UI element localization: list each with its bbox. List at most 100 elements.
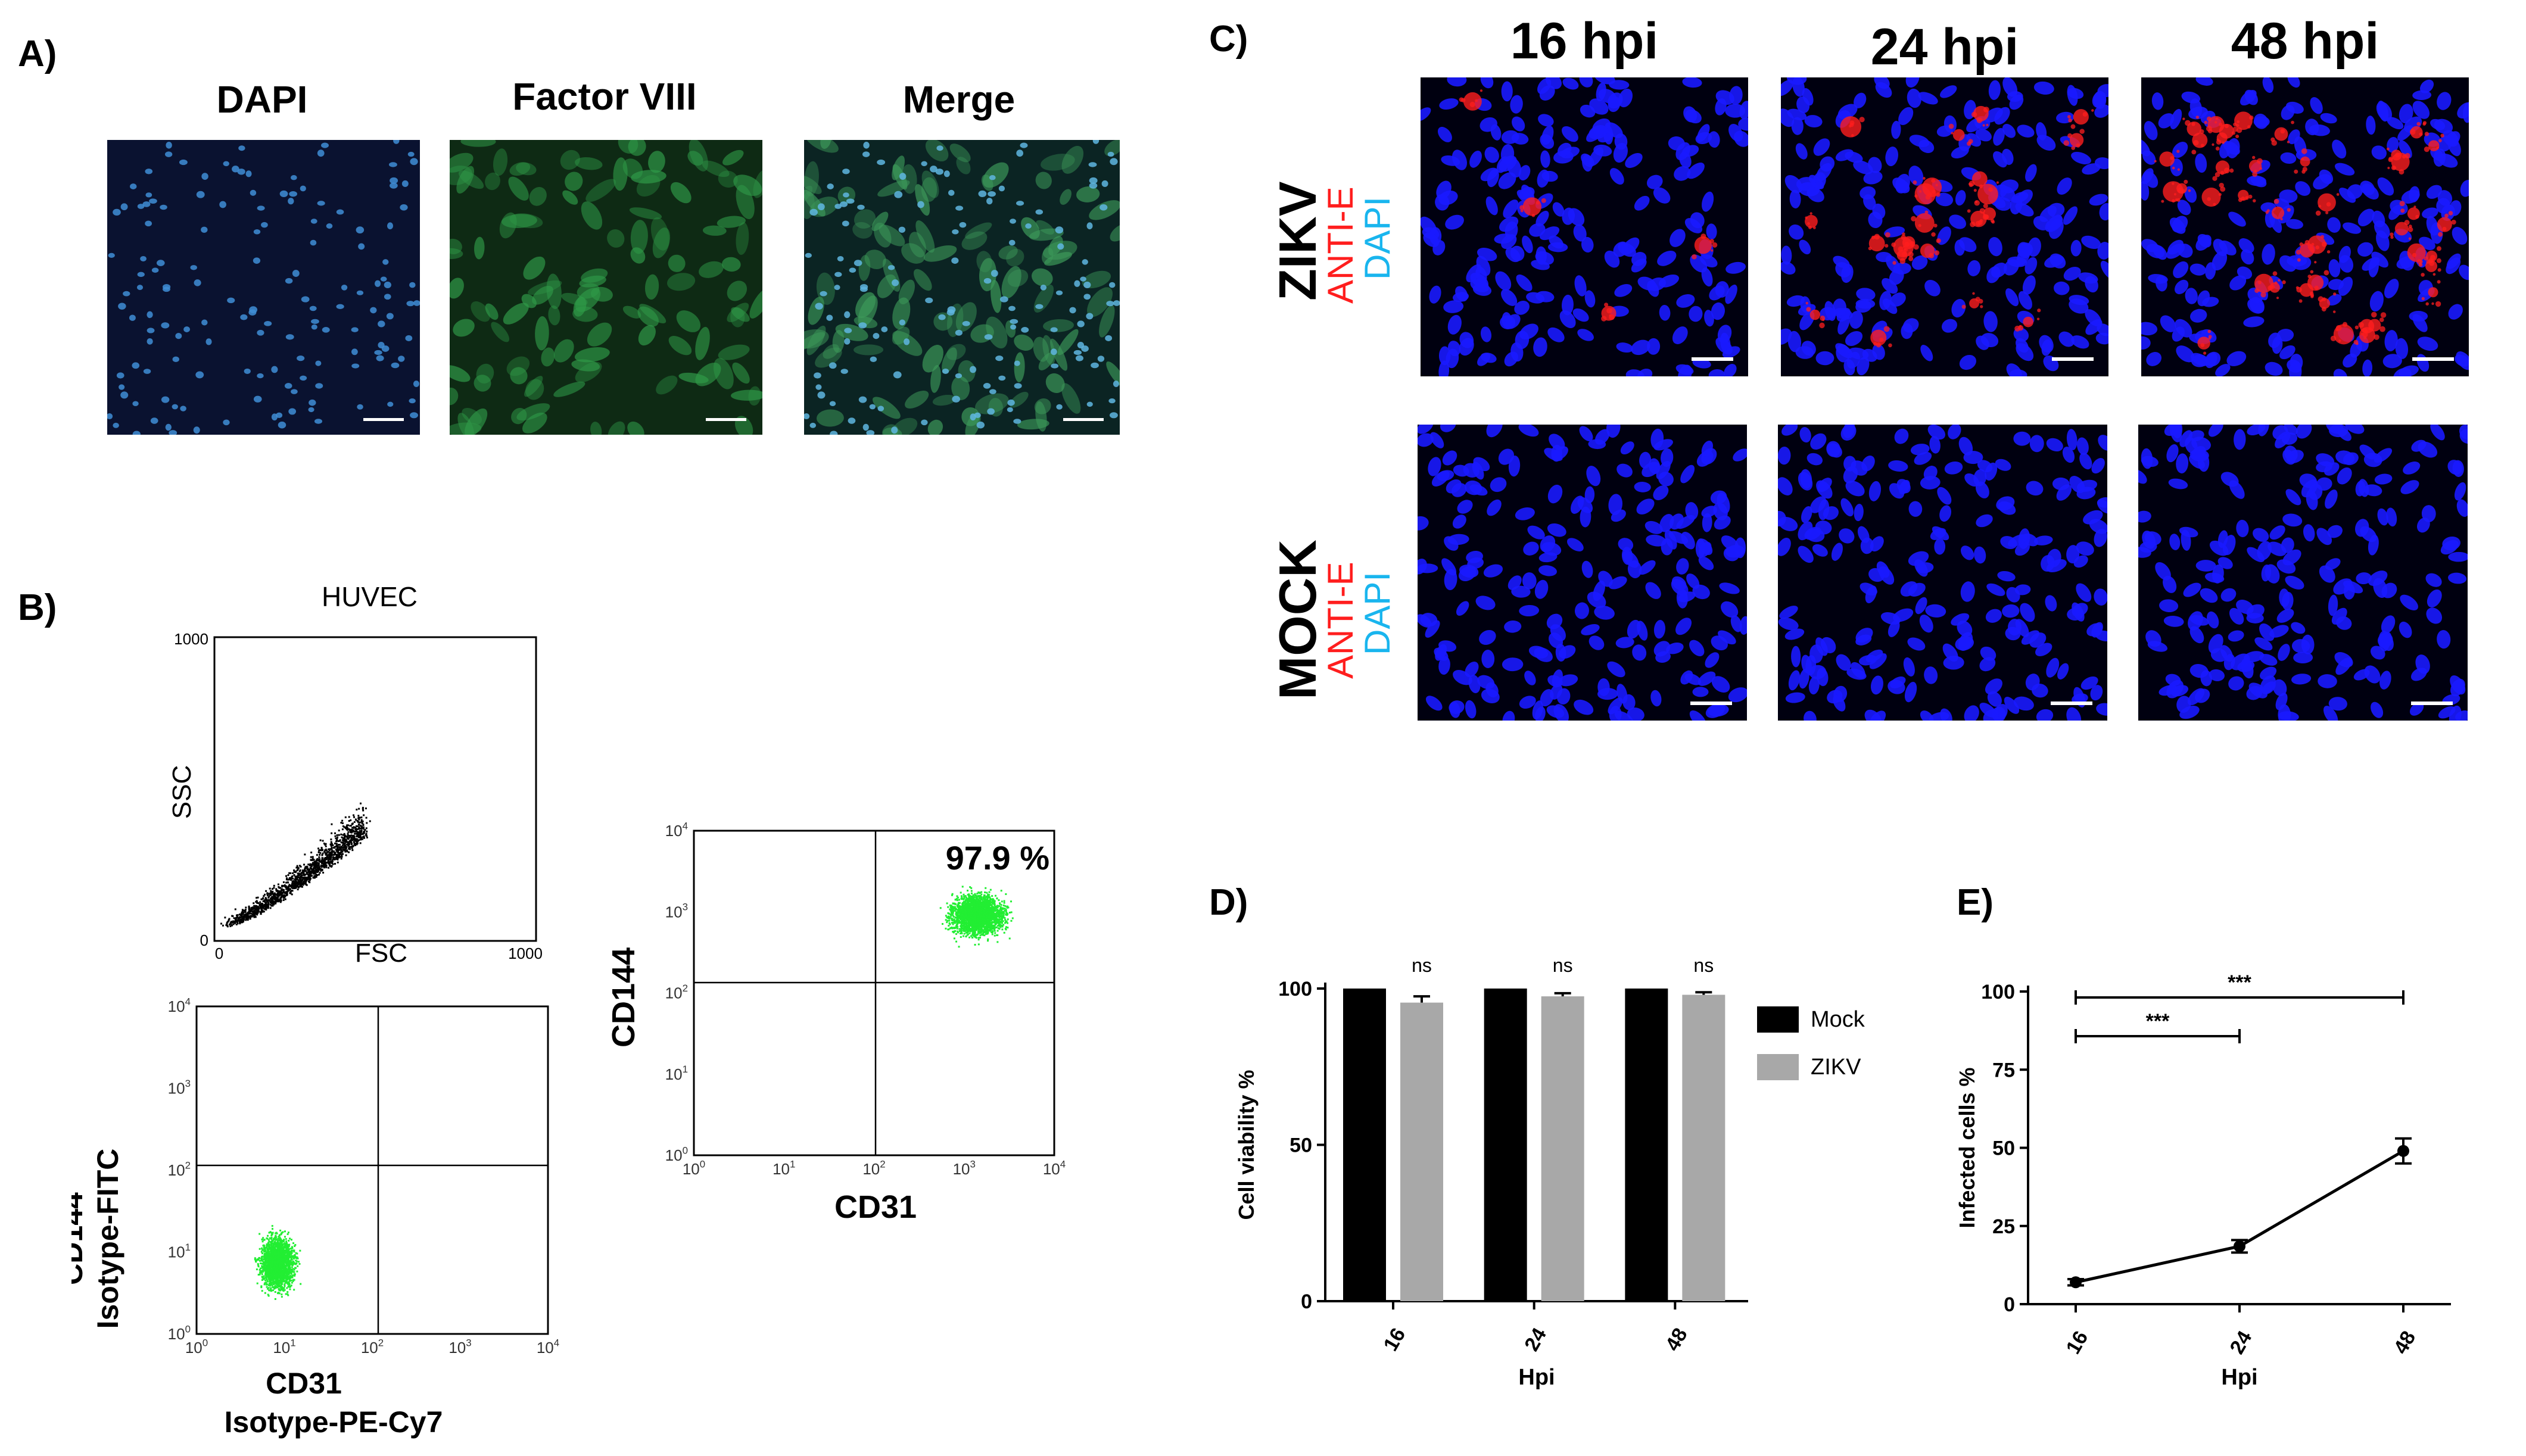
panel-label-e: E) xyxy=(1957,882,1994,923)
y-tick-label: 104 xyxy=(168,996,191,1015)
dapi-image xyxy=(107,140,420,435)
time-24-title: 24 hpi xyxy=(1870,18,2019,76)
dapi-title: DAPI xyxy=(216,78,308,121)
d-y-tick-label: 0 xyxy=(1301,1290,1312,1313)
scale-bar xyxy=(1690,702,1732,705)
d-x-axis-label: Hpi xyxy=(1518,1365,1555,1390)
factor-viii-image xyxy=(450,140,762,435)
e-y-tick-label: 0 xyxy=(2004,1293,2015,1316)
mock-16-image xyxy=(1418,425,1747,721)
mock-row-label: MOCK xyxy=(1268,540,1327,700)
x-tick-label: 101 xyxy=(273,1337,295,1357)
fsc-axis-label: FSC xyxy=(355,939,407,968)
zikv-24-image xyxy=(1781,77,2108,376)
panel-label-c: C) xyxy=(1209,18,1248,60)
double-positive-percent: 97.9 % xyxy=(946,839,1049,877)
mock-label: MOCK xyxy=(1268,540,1327,700)
y-tick-label: 101 xyxy=(168,1242,191,1261)
e-y-tick-label: 75 xyxy=(1992,1059,2015,1081)
e-data-point xyxy=(2070,1276,2082,1289)
y-tick-label: 103 xyxy=(665,902,688,921)
x-tick-label: 102 xyxy=(361,1337,384,1357)
e-y-tick-label: 100 xyxy=(1981,981,2015,1003)
x-tick-label: 104 xyxy=(537,1337,559,1357)
panel-label-b: B) xyxy=(18,587,57,628)
scale-bar xyxy=(363,418,404,421)
isotype-frame xyxy=(195,1005,549,1335)
d-bar-mock-48 xyxy=(1625,989,1668,1301)
y-tick-label: 103 xyxy=(168,1078,191,1098)
fsc-ssc-events xyxy=(220,802,371,928)
y-tick-label: 101 xyxy=(665,1064,688,1083)
y-tick-label: 104 xyxy=(665,820,688,840)
scale-bar xyxy=(1063,418,1104,421)
x-tick-label: 103 xyxy=(448,1337,471,1357)
infection-chart: 0 25 50 75 100 16 24 48 *** *** Infected cells % Hp… xyxy=(1955,971,2451,1390)
time-16-title: 16 hpi xyxy=(1510,13,1659,70)
d-bar-mock-16 xyxy=(1343,989,1386,1301)
ssc-axis-label: SSC xyxy=(167,765,197,819)
zikv-row-label: ZIKV xyxy=(1268,181,1327,301)
zikv-anti-e-label: ANTI-E xyxy=(1320,186,1360,304)
cd31-cd144-events xyxy=(939,886,1014,948)
stain-xlabel: CD31 xyxy=(834,1189,917,1225)
zikv-label: ZIKV xyxy=(1268,181,1327,301)
scale-bar xyxy=(2411,702,2453,705)
x-tick-label: 100 xyxy=(683,1158,705,1178)
zikv-stain-labels: ANTI-E DAPI xyxy=(1320,186,1397,304)
isotype-ylabel-2: Isotype-FITC xyxy=(91,1149,124,1329)
e-x-axis-label: Hpi xyxy=(2221,1365,2257,1390)
isotype-ylabel-1: CD144 xyxy=(71,1192,89,1285)
d-bar-zikv-24 xyxy=(1541,996,1584,1301)
d-ns-label: ns xyxy=(1693,955,1714,976)
e-x-tick-label: 16 xyxy=(2062,1327,2093,1358)
panel-label-d: D) xyxy=(1209,882,1248,923)
d-legend-swatch xyxy=(1757,1006,1799,1033)
ssc-tick-max: 1000 xyxy=(174,630,208,648)
d-bar-zikv-48 xyxy=(1682,994,1725,1301)
isotype-events xyxy=(254,1225,302,1300)
d-legend-swatch xyxy=(1757,1054,1799,1080)
scale-bar xyxy=(1692,357,1733,361)
d-x-tick-label: 48 xyxy=(1661,1324,1692,1355)
fsc-ssc-plot: 1000 0 0 1000 SSC FSC xyxy=(167,630,543,968)
x-tick-label: 102 xyxy=(862,1158,885,1178)
e-series-line xyxy=(2075,1149,2404,1284)
fsc-tick-max: 1000 xyxy=(508,944,543,962)
x-tick-label: 100 xyxy=(185,1337,208,1357)
d-y-tick-label: 50 xyxy=(1290,1134,1312,1157)
d-legend-label: ZIKV xyxy=(1811,1055,1861,1080)
y-tick-label: 102 xyxy=(168,1159,191,1179)
mock-anti-e-label: ANTI-E xyxy=(1320,562,1360,679)
e-sig-label: *** xyxy=(2228,971,2251,994)
time-48-title: 48 hpi xyxy=(2231,13,2379,70)
huvec-title: HUVEC xyxy=(322,581,418,612)
x-tick-label: 103 xyxy=(953,1158,976,1178)
d-legend-label: Mock xyxy=(1811,1007,1865,1032)
d-y-tick-label: 100 xyxy=(1278,978,1312,1000)
e-sig-label: *** xyxy=(2146,1010,2170,1033)
e-data-point xyxy=(2397,1145,2409,1157)
scale-bar xyxy=(2412,357,2454,361)
e-y-tick-label: 25 xyxy=(1992,1215,2015,1238)
d-y-axis-label: Cell viability % xyxy=(1234,1070,1259,1220)
e-data-point xyxy=(2234,1240,2245,1252)
isotype-xlabel-2: Isotype-PE-Cy7 xyxy=(225,1405,443,1439)
scale-bar xyxy=(2052,357,2094,361)
isotype-xlabel-1: CD31 xyxy=(266,1367,342,1400)
x-tick-label: 104 xyxy=(1043,1158,1066,1178)
e-y-tick-label: 50 xyxy=(1992,1137,2015,1160)
zikv-48-image xyxy=(2141,77,2469,376)
viability-chart: 0 50 100 ns 16 ns 24 ns 48 Mock ZIKV Cell viability… xyxy=(1234,955,1865,1390)
e-x-tick-label: 24 xyxy=(2226,1327,2257,1358)
e-y-axis-label: Infected cells % xyxy=(1955,1067,1979,1228)
cd31-cd144-frame xyxy=(693,830,1055,1156)
fsc-tick-zero: 0 xyxy=(215,944,223,962)
mock-dapi-label: DAPI xyxy=(1357,571,1397,655)
d-bar-zikv-16 xyxy=(1400,1002,1443,1301)
mock-stain-labels: ANTI-E DAPI xyxy=(1320,562,1397,679)
d-x-tick-label: 16 xyxy=(1379,1324,1410,1355)
zikv-dapi-label: DAPI xyxy=(1357,196,1397,280)
